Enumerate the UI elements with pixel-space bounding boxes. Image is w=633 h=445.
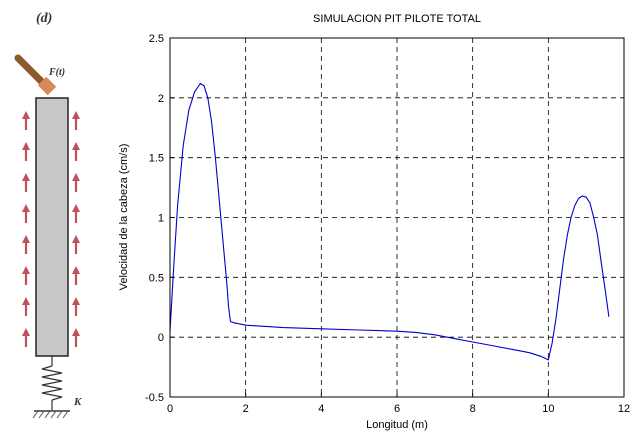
friction-arrow-icon	[72, 173, 80, 192]
friction-arrow-icon	[22, 297, 30, 316]
pile-shaft	[35, 97, 69, 357]
x-axis: 0 2 4 6 8 10 12	[167, 393, 630, 415]
hammer-icon	[14, 54, 57, 96]
x-tick-label: 4	[318, 403, 324, 415]
x-tick-label: 2	[243, 403, 249, 415]
force-label: F(t)	[48, 67, 65, 78]
y-tick-label: 0.5	[149, 272, 164, 284]
friction-arrow-icon	[72, 142, 80, 161]
x-tick-label: 6	[394, 403, 400, 415]
x-tick-label: 12	[618, 403, 630, 415]
friction-arrow-icon	[72, 235, 80, 254]
friction-arrow-icon	[22, 111, 30, 130]
shaft-friction-arrows	[22, 111, 80, 347]
series-group	[169, 82, 610, 361]
friction-arrow-icon	[22, 328, 30, 347]
friction-arrow-icon	[22, 204, 30, 223]
y-axis: -0.5 0 0.5 1 1.5 2 2.5	[145, 33, 174, 404]
y-tick-label: 2	[158, 93, 164, 105]
series-line-0	[169, 82, 610, 361]
x-tick-label: 10	[542, 403, 554, 415]
y-tick-label: 2.5	[149, 33, 164, 45]
friction-arrow-icon	[72, 111, 80, 130]
friction-arrow-icon	[72, 328, 80, 347]
y-tick-label: -0.5	[145, 392, 164, 404]
chart-title: SIMULACION PIT PILOTE TOTAL	[313, 13, 481, 25]
friction-arrow-icon	[22, 173, 30, 192]
y-tick-label: 0	[158, 332, 164, 344]
spring-icon	[41, 356, 63, 410]
y-axis-label: Velocidad de la cabeza (cm/s)	[118, 144, 130, 291]
friction-arrow-icon	[22, 235, 30, 254]
ground-support-icon	[32, 410, 70, 419]
friction-arrow-icon	[72, 266, 80, 285]
friction-arrow-icon	[72, 204, 80, 223]
friction-arrow-icon	[72, 297, 80, 316]
friction-arrow-icon	[22, 142, 30, 161]
x-tick-label: 0	[167, 403, 173, 415]
friction-arrow-icon	[22, 266, 30, 285]
y-tick-label: 1.5	[149, 153, 164, 165]
y-tick-label: 1	[158, 213, 164, 225]
spring-label: K	[73, 396, 82, 408]
panel-label: (d)	[36, 11, 52, 26]
x-axis-label: Longitud (m)	[366, 419, 428, 431]
pile-diagram: (d) F(t) K	[14, 11, 82, 419]
velocity-chart: SIMULACION PIT PILOTE TOTAL 0 2 4 6 8 10 12 -0…	[118, 13, 630, 431]
x-tick-label: 8	[470, 403, 476, 415]
grid	[170, 38, 624, 397]
